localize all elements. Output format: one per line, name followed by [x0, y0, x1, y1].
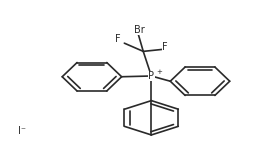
Text: +: +: [156, 69, 162, 74]
Text: P: P: [148, 71, 154, 81]
Text: F: F: [115, 34, 120, 44]
Text: I⁻: I⁻: [17, 126, 26, 136]
Text: F: F: [162, 42, 168, 52]
Text: Br: Br: [134, 24, 145, 35]
